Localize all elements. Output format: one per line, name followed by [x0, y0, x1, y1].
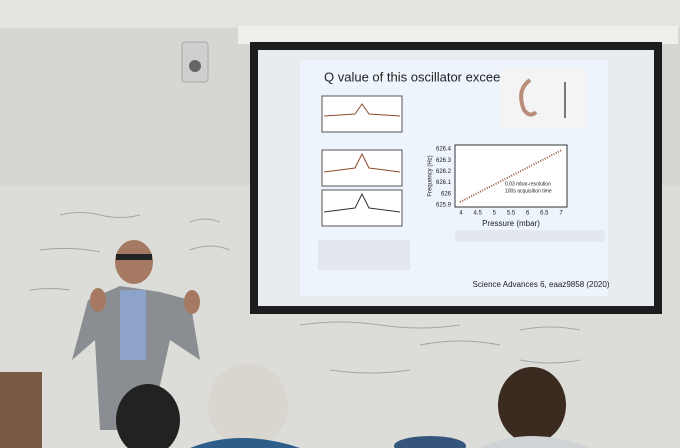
plot-x-tick: 5.5: [507, 211, 516, 217]
plot-x-tick: 6: [526, 211, 530, 217]
plot-annotation: 100s acquisition time: [505, 188, 552, 194]
data-trace: [459, 149, 563, 203]
plot-y-tick: 626.4: [436, 147, 452, 153]
ear: [519, 78, 538, 117]
plot-x-tick: 5: [493, 211, 497, 217]
plot-x-tick: 7: [559, 211, 563, 217]
plot-x-tick: 4.5: [473, 211, 482, 217]
presenter: [72, 240, 200, 430]
plot-y-tick: 626.2: [436, 169, 452, 175]
plot-annotation: 0.03 mbar-resolution: [505, 181, 551, 187]
caption: [455, 230, 605, 242]
plot-x-tick: 6.5: [540, 211, 549, 217]
spectra-figure: [318, 95, 410, 270]
citation: Science Advances 6, eaaz9858 (2020): [473, 280, 610, 289]
screen-housing: [238, 26, 678, 44]
slide-title: Q value of this oscillator exceeds 10: [324, 69, 532, 84]
speaker-cone: [189, 60, 201, 72]
plot-y-tick: 625.9: [436, 203, 452, 209]
plot-x-label: Pressure (mbar): [482, 219, 540, 228]
audience: [116, 363, 590, 448]
plot-y-tick: 626: [441, 191, 452, 197]
plot-x-tick: 4: [459, 211, 463, 217]
plot-y-tick: 626.1: [436, 180, 452, 186]
podium: [0, 372, 42, 448]
plot-y-label: Frequency (Hz): [428, 155, 434, 196]
board-writing: [29, 212, 581, 374]
ear-image: [500, 68, 586, 128]
plot-frame: [454, 144, 568, 208]
ceiling: [0, 0, 680, 28]
plot-y-tick: 626.3: [436, 158, 452, 164]
